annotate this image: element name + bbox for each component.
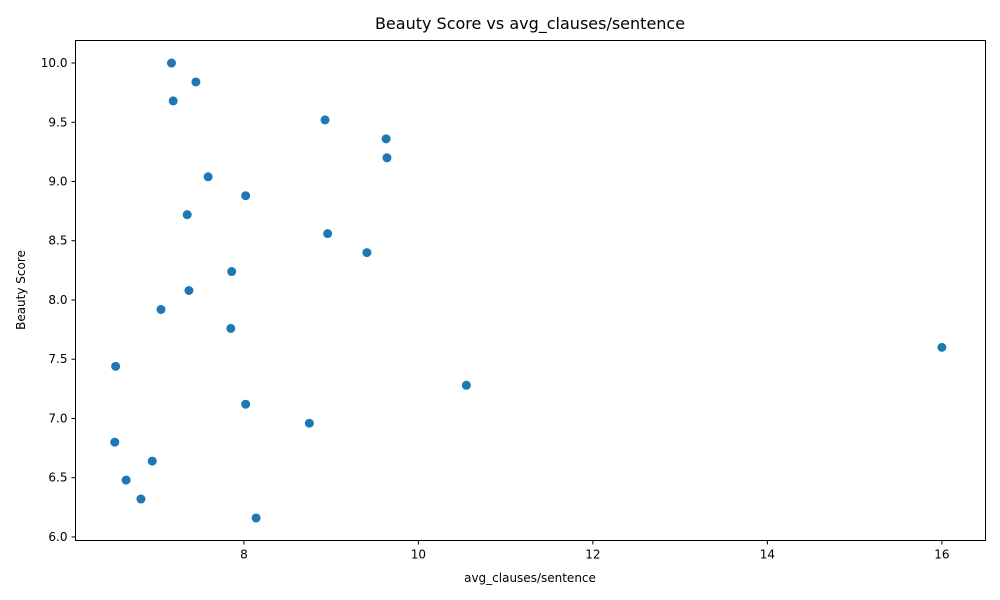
data-point — [226, 323, 236, 333]
data-point — [251, 513, 261, 523]
data-point — [156, 304, 166, 314]
x-tick-label: 14 — [760, 548, 775, 562]
data-point — [168, 96, 178, 106]
data-point — [461, 380, 471, 390]
data-point — [182, 210, 192, 220]
data-point — [227, 267, 237, 277]
y-tick-label: 8.0 — [48, 293, 67, 307]
y-tick-label: 7.0 — [48, 411, 67, 425]
x-tick-label: 16 — [934, 548, 949, 562]
data-point — [241, 191, 251, 201]
y-tick-label: 9.5 — [48, 115, 67, 129]
x-tick-label: 10 — [411, 548, 426, 562]
x-axis-ticks: 8 10 12 14 16 — [240, 540, 950, 562]
data-point — [111, 361, 121, 371]
y-tick-label: 6.5 — [48, 471, 67, 485]
data-point — [121, 475, 131, 485]
data-point — [184, 286, 194, 295]
data-point — [937, 342, 947, 352]
y-axis-label: Beauty Score — [14, 250, 28, 330]
data-point — [136, 494, 146, 504]
data-points — [110, 58, 947, 523]
data-point — [110, 437, 120, 447]
data-point — [323, 229, 333, 239]
data-point — [320, 115, 330, 125]
data-point — [362, 248, 372, 258]
data-point — [191, 77, 201, 87]
chart-title: Beauty Score vs avg_clauses/sentence — [375, 14, 685, 34]
x-tick-label: 8 — [240, 548, 248, 562]
y-tick-label: 6.0 — [48, 530, 67, 544]
x-axis-label: avg_clauses/sentence — [464, 571, 596, 585]
y-tick-label: 8.5 — [48, 234, 67, 248]
data-point — [147, 456, 157, 466]
data-point — [381, 134, 391, 144]
data-point — [166, 58, 176, 68]
y-axis-ticks: 6.0 6.5 7.0 7.5 8.0 8.5 9.0 9.5 10.0 — [41, 56, 76, 544]
data-point — [382, 153, 392, 163]
x-tick-label: 12 — [585, 548, 600, 562]
y-tick-label: 7.5 — [48, 352, 67, 366]
y-tick-label: 10.0 — [41, 56, 68, 70]
axes-frame — [75, 40, 986, 541]
data-point — [304, 418, 314, 428]
data-point — [241, 399, 251, 409]
data-point — [203, 172, 213, 182]
y-tick-label: 9.0 — [48, 174, 67, 188]
plot-area — [75, 40, 986, 541]
